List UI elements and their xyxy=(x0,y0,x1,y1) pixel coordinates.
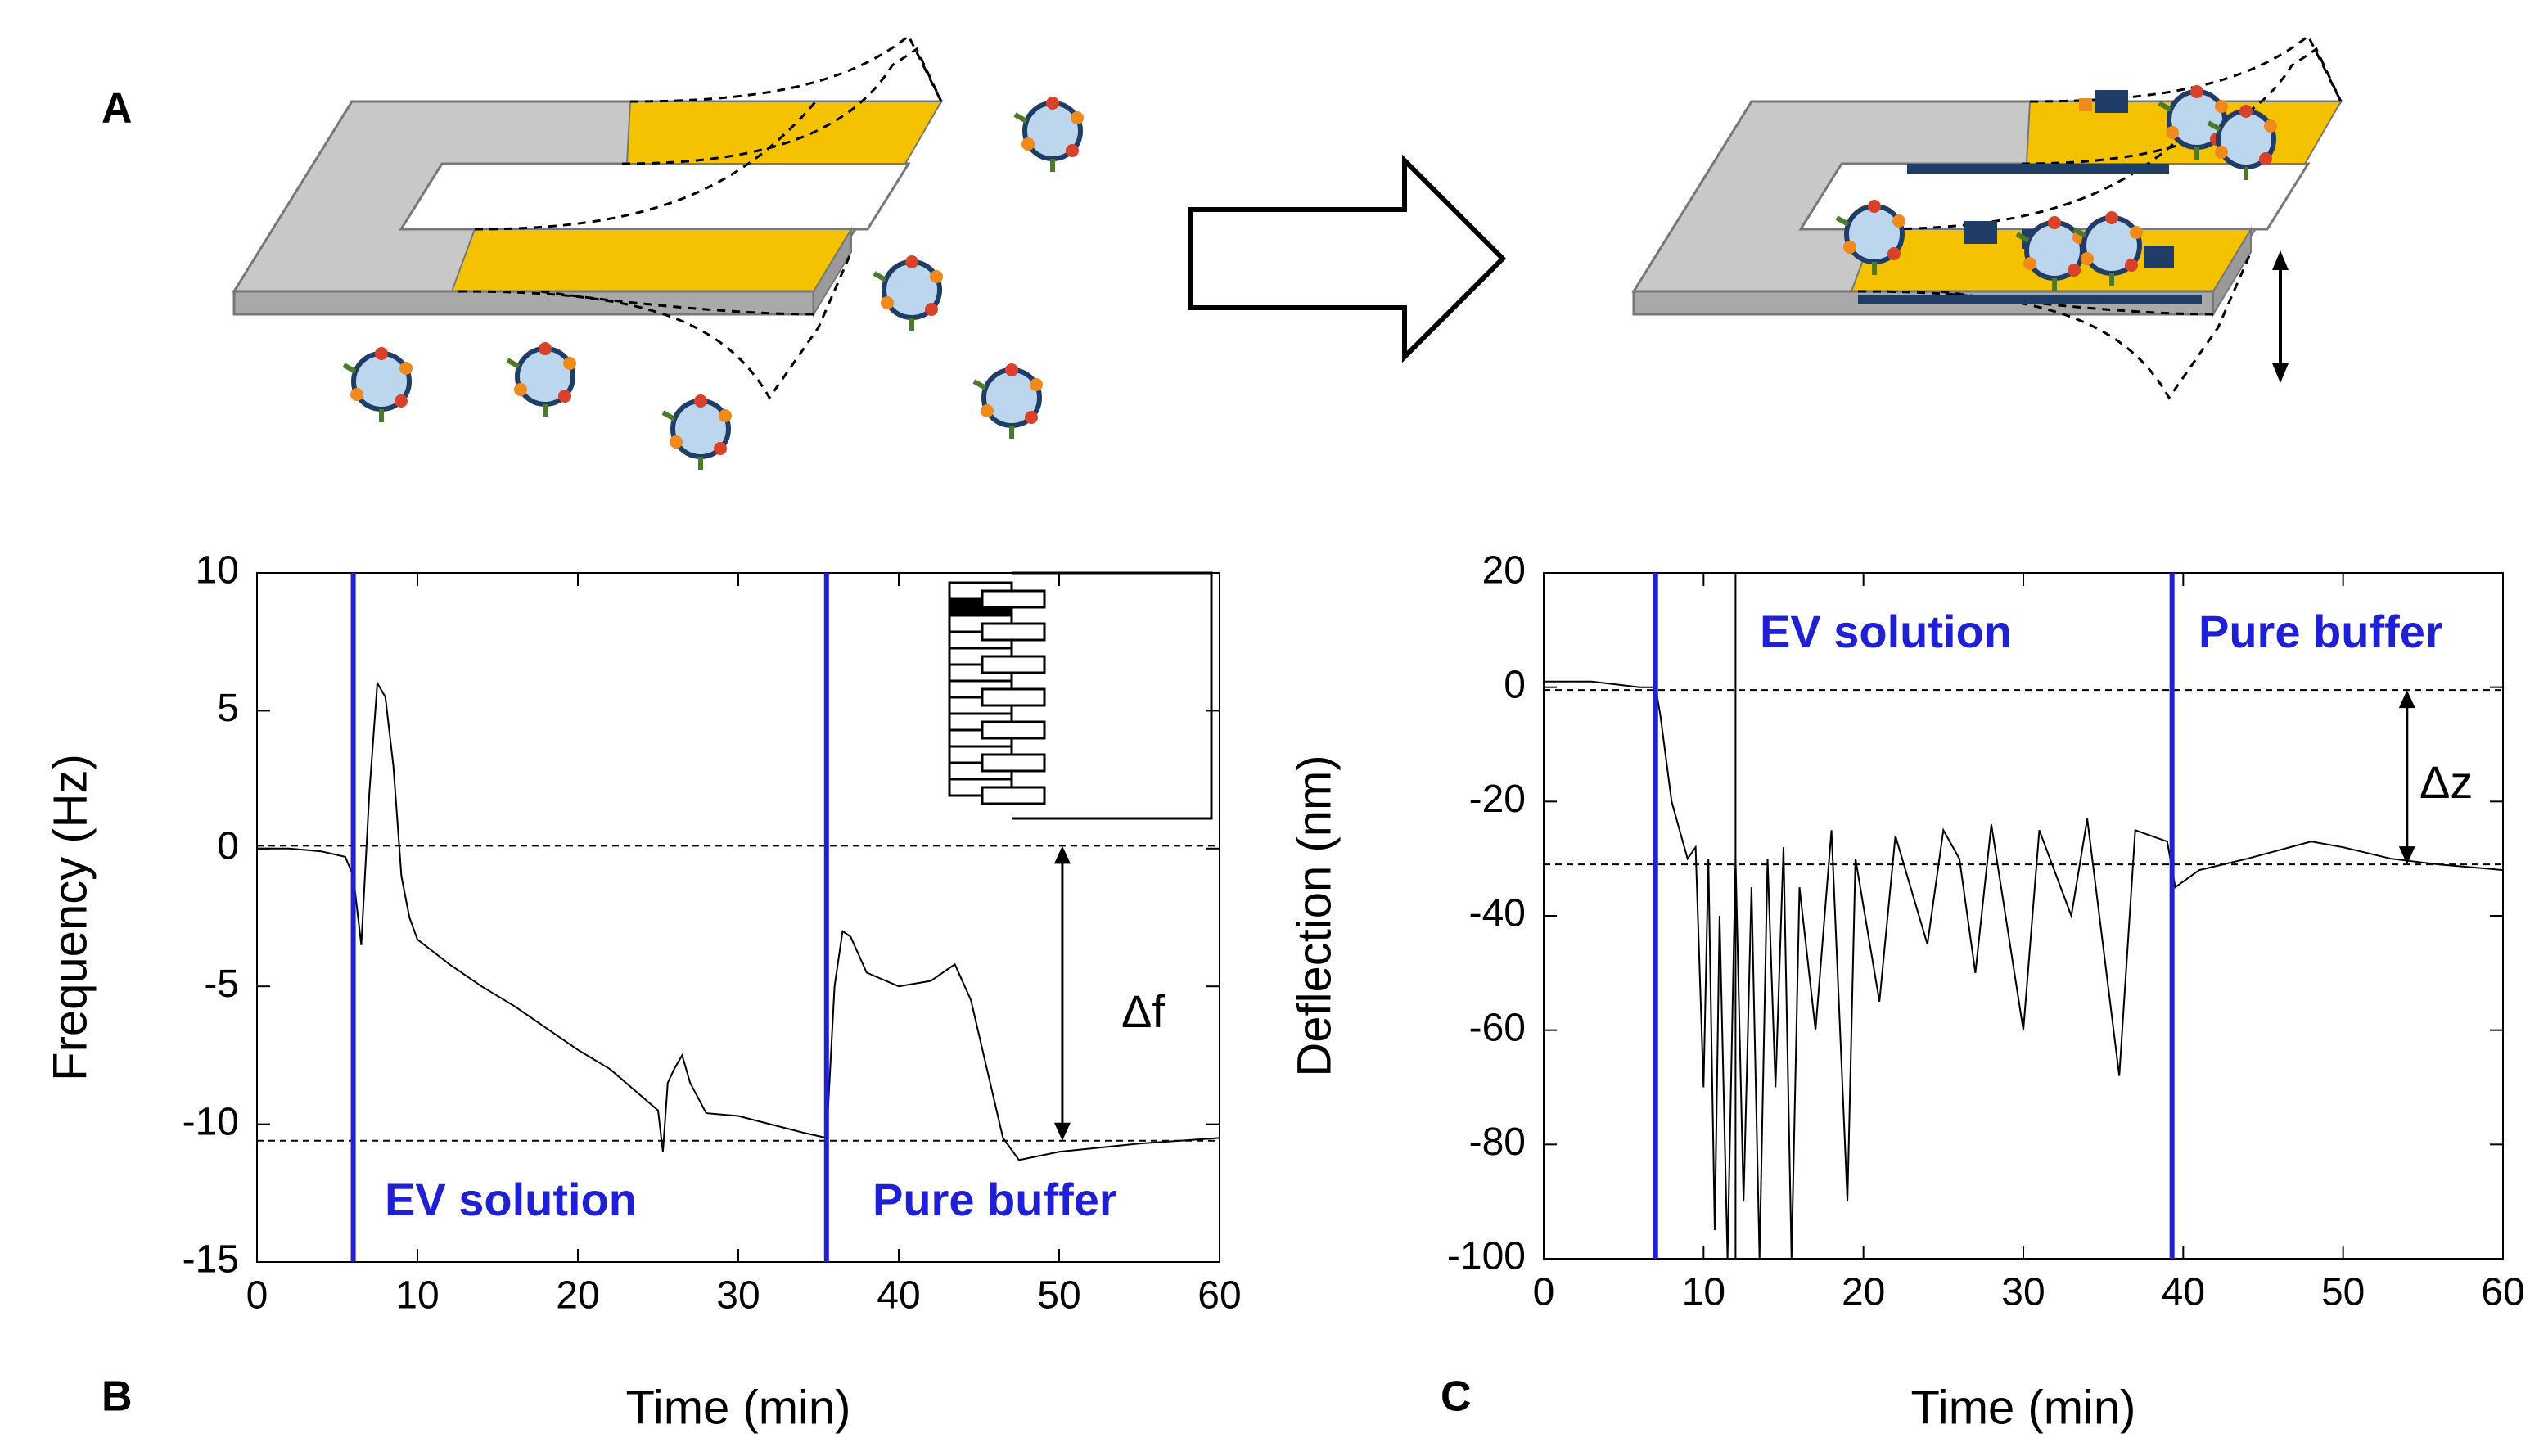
data-line xyxy=(1544,680,2504,1260)
diagram xyxy=(232,34,2343,820)
arrow-head xyxy=(1053,845,1071,864)
x-tick-label: 20 xyxy=(1842,1271,1885,1314)
data-line xyxy=(257,680,1220,1161)
x-axis-label: Time (min) xyxy=(626,1381,851,1434)
panel-label: B xyxy=(101,1373,133,1421)
y-axis-label: Deflection (nm) xyxy=(1288,755,1341,1076)
plot-frame xyxy=(1543,572,2504,1260)
x-tick-label: 0 xyxy=(246,1274,268,1318)
y-tick-label: 0 xyxy=(1504,663,1526,706)
x-tick-label: 0 xyxy=(1533,1271,1555,1314)
x-axis-label: Time (min) xyxy=(1911,1381,2136,1434)
x-tick-label: 10 xyxy=(395,1274,439,1318)
x-tick-label: 60 xyxy=(1197,1274,1241,1318)
arrow-head xyxy=(2398,846,2415,865)
y-tick-label: -5 xyxy=(204,962,239,1006)
x-tick-label: 30 xyxy=(2001,1271,2045,1314)
y-tick-label: -60 xyxy=(1469,1006,1526,1049)
y-tick-label: -100 xyxy=(1447,1235,1526,1278)
annotation: Pure buffer xyxy=(2198,606,2443,657)
y-tick-label: -40 xyxy=(1469,892,1526,935)
y-tick-label: -15 xyxy=(183,1238,239,1282)
y-tick-label: 20 xyxy=(1482,549,1526,593)
y-tick-label: -10 xyxy=(183,1100,239,1143)
x-tick-label: 60 xyxy=(2481,1271,2524,1314)
x-tick-label: 20 xyxy=(556,1274,599,1318)
y-tick-label: 5 xyxy=(217,687,239,730)
annotation: Δz xyxy=(2419,756,2473,808)
x-tick-label: 10 xyxy=(1682,1271,1725,1314)
x-tick-label: 40 xyxy=(877,1274,920,1318)
x-tick-label: 30 xyxy=(716,1274,760,1318)
annotation: Δf xyxy=(1121,985,1165,1037)
arrow-head xyxy=(2398,690,2415,709)
annotation: EV solution xyxy=(385,1174,637,1225)
y-axis-label: Frequency (Hz) xyxy=(43,754,97,1081)
y-tick-label: -20 xyxy=(1469,778,1526,821)
y-tick-label: 10 xyxy=(196,549,239,593)
x-tick-label: 50 xyxy=(2321,1271,2365,1314)
panel-label: C xyxy=(1441,1373,1472,1421)
annotation: Pure buffer xyxy=(873,1174,1117,1225)
annotation: EV solution xyxy=(1760,606,2012,657)
plot-frame xyxy=(256,572,1220,1263)
x-tick-label: 50 xyxy=(1037,1274,1080,1318)
arrow-head xyxy=(1053,1122,1071,1141)
y-tick-label: 0 xyxy=(217,824,239,868)
x-tick-label: 40 xyxy=(2162,1271,2205,1314)
y-tick-label: -80 xyxy=(1469,1120,1526,1164)
panel-label: A xyxy=(101,85,133,133)
